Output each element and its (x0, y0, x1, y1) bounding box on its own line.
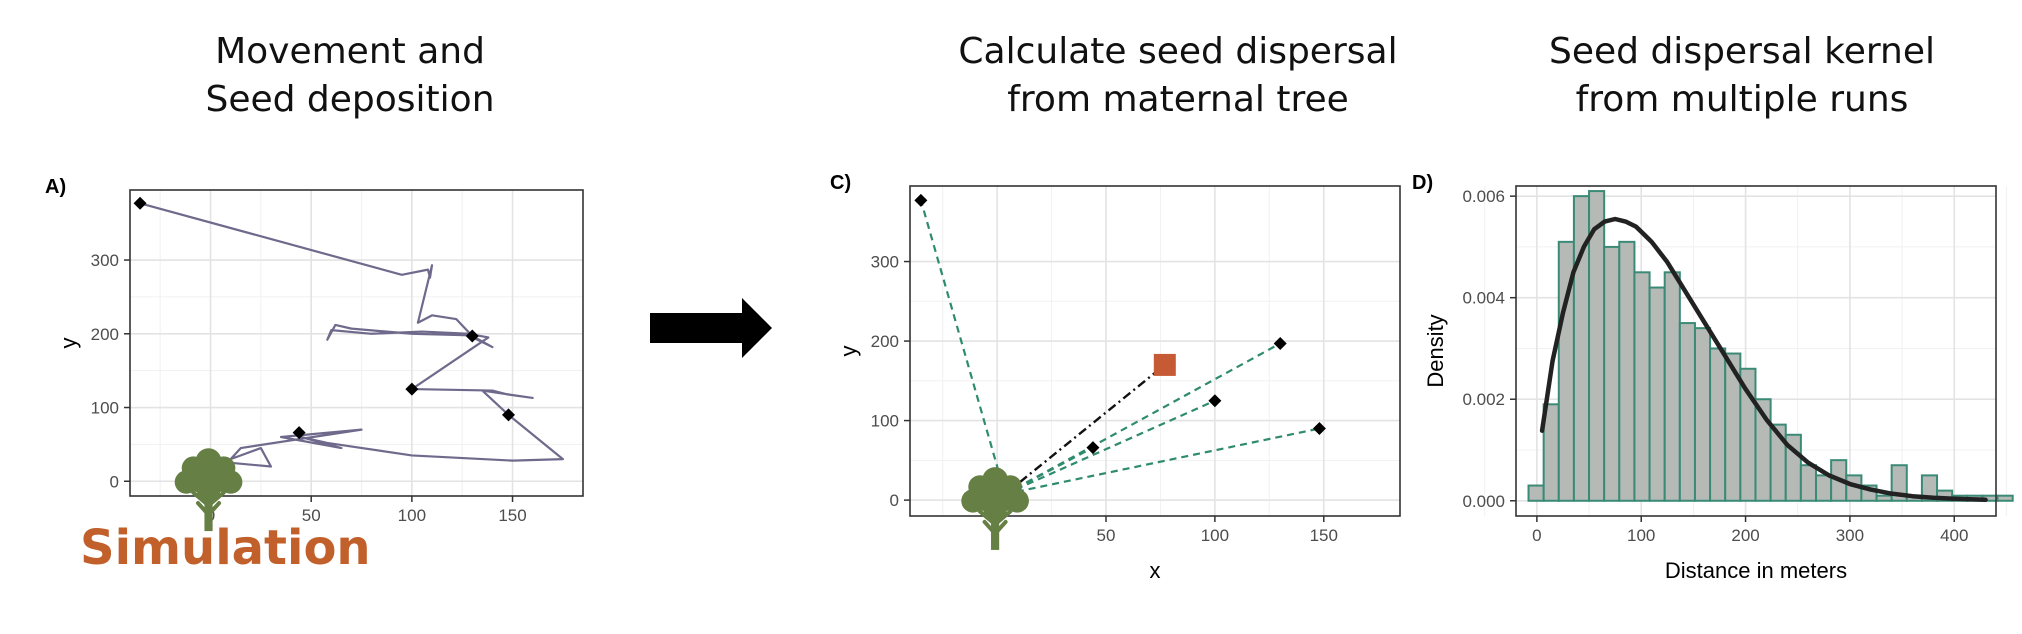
heading-kernel-line1: Seed dispersal kernel (1549, 31, 1935, 72)
panel-d-y-tick-label: 0.006 (1462, 187, 1505, 206)
seed-deposition-point (292, 426, 306, 440)
process-arrow (650, 298, 772, 358)
dispersal-distance-line (1004, 399, 1216, 496)
panel-a-panel-bg (130, 190, 583, 496)
panel-c-x-label: x (1150, 558, 1161, 583)
histogram-bar (1875, 494, 1893, 502)
histogram-bar (1663, 271, 1681, 502)
seed-point (1208, 394, 1222, 408)
panel-d-x-label: Distance in meters (1665, 558, 1847, 583)
panel-c: 50 100 150 0 100 200 300 x y C) (830, 172, 1401, 583)
highlight-dispersal-line (1004, 363, 1166, 496)
panel-d-x-tick-label: 0 (1532, 526, 1541, 545)
seed-point (1312, 422, 1326, 436)
panel-c-panel-bg (910, 186, 1400, 516)
heading-kernel-line2: from multiple runs (1575, 79, 1909, 120)
seed-deposition-point (502, 408, 516, 422)
panel-a-y-tick-label: 100 (91, 399, 119, 418)
heading-calculate-line1: Calculate seed dispersal (958, 31, 1398, 72)
panel-c-tag: C) (830, 172, 851, 194)
panel-c-x-tick-label: 100 (1201, 526, 1229, 545)
seed-deposition-point (405, 382, 419, 396)
panel-d-x-tick-label: 300 (1836, 526, 1864, 545)
panel-d-x-tick-label: 100 (1627, 526, 1655, 545)
movement-path (139, 202, 564, 472)
panel-d-tag: D) (1412, 172, 1433, 194)
heading-movement-line1: Movement and (215, 31, 485, 72)
dispersal-distance-line (919, 200, 1007, 495)
histogram-bar (1648, 286, 1666, 502)
histogram-bar (1678, 322, 1696, 502)
panel-d-y-tick-label: 0.000 (1462, 492, 1505, 511)
panel-d-y-tick-label: 0.002 (1462, 390, 1505, 409)
simulation-label: Simulation (80, 520, 371, 576)
panel-a-y-tick-label: 200 (91, 325, 119, 344)
heading-movement: Movement and Seed deposition (70, 28, 630, 124)
seed-point (1086, 441, 1100, 455)
panel-a-x-tick-label: 150 (498, 506, 526, 525)
panel-a-y-tick-label: 0 (110, 472, 119, 491)
panel-d: 0 100 200 300 400 0.000 0.002 0.004 0.006 Distanc… (1412, 172, 2014, 583)
panel-a-y-label: y (56, 338, 81, 349)
maternal-tree-icon (961, 467, 1029, 550)
maternal-tree-icon (175, 448, 243, 531)
panel-c-y-tick-label: 100 (871, 412, 899, 431)
histogram-bar (1709, 347, 1727, 502)
histogram-bar (1815, 474, 1833, 502)
seed-deposition-point (465, 329, 479, 343)
panel-c-x-tick-label: 150 (1310, 526, 1338, 545)
heading-calculate-line2: from maternal tree (1007, 79, 1349, 120)
panel-d-frame (1515, 185, 1997, 517)
heading-calculate: Calculate seed dispersal from maternal t… (898, 28, 1458, 124)
seed-point (1273, 336, 1287, 350)
histogram-bar (1633, 271, 1651, 502)
panel-c-frame (909, 185, 1401, 517)
panel-a-x-tick-label: 50 (302, 506, 321, 525)
histogram-bar (1603, 245, 1621, 502)
histogram-bar (1799, 464, 1817, 502)
highlight-seed-square (1153, 353, 1176, 376)
panel-d-x-tick-label: 400 (1940, 526, 1968, 545)
panel-d-y-label: Density (1423, 314, 1448, 387)
histogram-bar (1996, 494, 2014, 502)
heading-movement-line2: Seed deposition (205, 79, 495, 120)
histogram-bar (1618, 240, 1636, 502)
panel-a-tag: A) (45, 176, 66, 198)
histogram-bar (1527, 484, 1545, 502)
panel-c-y-label: y (836, 346, 861, 357)
arrow-head (742, 298, 772, 358)
panel-c-y-tick-label: 200 (871, 332, 899, 351)
panel-d-y-tick-label: 0.004 (1462, 289, 1505, 308)
panel-d-x-tick-label: 200 (1731, 526, 1759, 545)
panel-c-y-tick-label: 0 (890, 491, 899, 510)
dispersal-distance-line (1004, 427, 1320, 496)
histogram-bar (1693, 327, 1712, 502)
seed-deposition-point (133, 196, 147, 210)
histogram-bar (1920, 474, 1939, 502)
seed-point (914, 193, 928, 207)
arrow-shaft (650, 313, 746, 343)
panel-a: 0501001500100200300yA) (45, 176, 584, 531)
panel-c-y-tick-label: 300 (871, 253, 899, 272)
panel-c-x-tick-label: 50 (1097, 526, 1116, 545)
density-curve (1539, 216, 1988, 503)
heading-kernel: Seed dispersal kernel from multiple runs (1462, 28, 2022, 124)
panel-a-x-tick-label: 100 (398, 506, 426, 525)
panel-a-frame (129, 189, 584, 497)
panel-a-y-tick-label: 300 (91, 251, 119, 270)
